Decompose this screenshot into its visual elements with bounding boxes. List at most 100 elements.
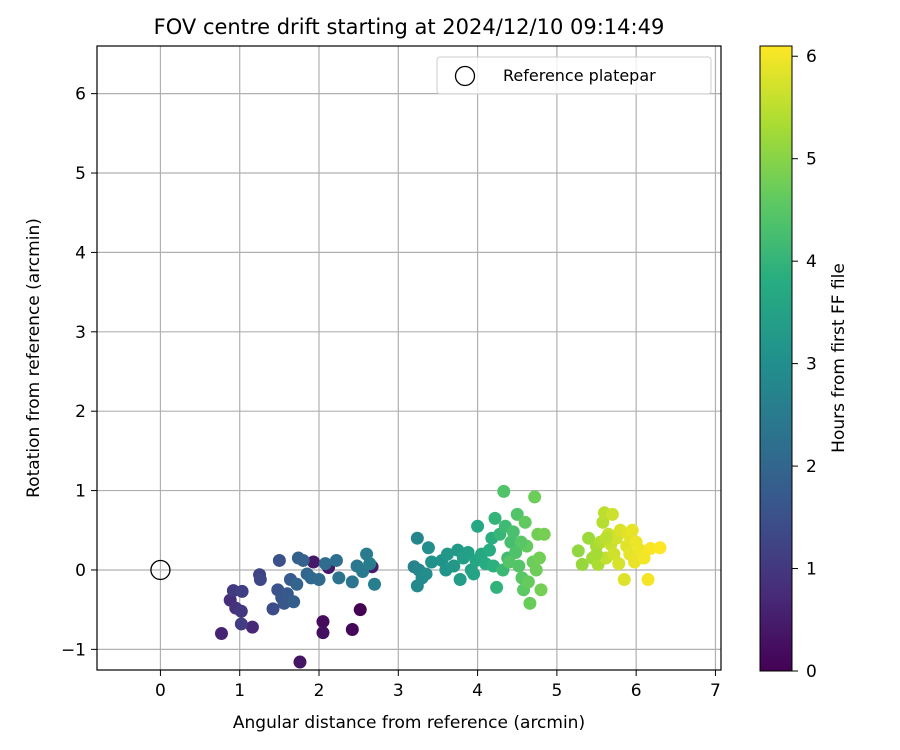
colorbar-frame: [759, 45, 793, 672]
data-point: [245, 620, 259, 634]
data-point: [316, 626, 330, 640]
colorbar: [760, 46, 792, 671]
data-point: [272, 553, 286, 567]
data-point: [534, 583, 548, 597]
data-point: [293, 655, 307, 669]
data-point: [643, 542, 657, 556]
data-point: [641, 572, 655, 586]
data-point: [421, 541, 435, 555]
colorbar-tick-label: 1: [806, 560, 817, 580]
data-point: [529, 563, 543, 577]
data-point: [296, 553, 310, 567]
reference-marker: [150, 559, 171, 581]
data-point: [287, 595, 301, 609]
data-point: [637, 551, 651, 565]
data-point: [316, 615, 330, 629]
data-point: [345, 575, 359, 589]
data-point: [504, 535, 518, 549]
x-tick-label: 6: [631, 681, 642, 701]
data-point: [506, 525, 520, 539]
colorbar-tick-label: 4: [806, 252, 817, 272]
x-axis-label: Angular distance from reference (arcmin): [233, 713, 585, 733]
legend-box: [436, 56, 712, 95]
x-axis-ticks: 0 1 2 3 4 5 6 7: [155, 670, 721, 701]
data-point: [368, 577, 382, 591]
data-point: [353, 603, 367, 617]
data-point: [318, 557, 332, 571]
x-tick-label: 4: [472, 681, 483, 701]
y-tick-label: 4: [75, 243, 86, 263]
data-point: [234, 604, 248, 618]
colorbar-tick-label: 6: [806, 47, 817, 67]
x-tick-label: 1: [234, 681, 245, 701]
data-point: [332, 571, 346, 585]
y-tick-label: 0: [75, 561, 86, 581]
colorbar-label: Hours from first FF file: [829, 263, 849, 453]
data-point: [235, 584, 249, 598]
data-point: [410, 531, 424, 545]
data-point: [612, 557, 626, 571]
data-point: [329, 553, 343, 567]
colorbar-tick-label: 5: [806, 150, 817, 170]
y-axis-label: Rotation from reference (arcmin): [24, 218, 44, 498]
colorbar-ticks: 0 1 2 3 4 5 6: [792, 47, 817, 682]
data-point: [509, 546, 523, 560]
chart-title: FOV centre drift starting at 2024/12/10 …: [154, 15, 665, 39]
data-point: [571, 544, 585, 558]
x-tick-label: 2: [314, 681, 325, 701]
legend-label: Reference platepar: [503, 66, 656, 85]
data-point: [537, 527, 551, 541]
x-tick-label: 3: [393, 681, 404, 701]
legend-open-circle-icon: [454, 65, 476, 87]
x-tick-label: 5: [551, 681, 562, 701]
data-point: [490, 580, 504, 594]
data-point: [440, 547, 454, 561]
data-point: [518, 515, 532, 529]
y-tick-label: 1: [75, 482, 86, 502]
data-point: [234, 617, 248, 631]
y-tick-label: 2: [75, 402, 86, 422]
data-point: [528, 490, 542, 504]
data-point: [514, 535, 528, 549]
x-tick-label: 0: [155, 681, 166, 701]
data-point: [590, 547, 604, 561]
data-point: [582, 531, 596, 545]
y-tick-label: 6: [75, 85, 86, 105]
data-point: [575, 557, 589, 571]
data-point: [488, 511, 502, 525]
x-tick-label: 7: [710, 681, 721, 701]
data-point: [461, 546, 475, 560]
data-point: [521, 575, 535, 589]
grid: [97, 46, 721, 670]
data-point: [345, 623, 359, 637]
data-point: [363, 557, 377, 571]
data-point: [502, 555, 516, 569]
data-point: [214, 626, 228, 640]
legend: Reference platepar: [436, 56, 712, 95]
data-point: [497, 484, 511, 498]
data-point: [419, 567, 433, 581]
plot-frame: [96, 45, 722, 671]
data-point: [599, 531, 613, 545]
colorbar-tick-label: 2: [806, 457, 817, 477]
data-point: [471, 519, 485, 533]
y-tick-label: 5: [75, 164, 86, 184]
data-point: [290, 577, 304, 591]
colorbar-tick-label: 3: [806, 355, 817, 375]
data-point: [523, 596, 537, 610]
y-axis-ticks: −1 0 1 2 3 4 5 6: [61, 85, 97, 660]
data-point: [253, 572, 267, 586]
data-point: [625, 523, 639, 537]
y-tick-label: −1: [61, 640, 86, 660]
data-point: [532, 551, 546, 565]
data-point: [653, 541, 667, 555]
y-tick-label: 3: [75, 323, 86, 343]
data-point: [453, 572, 467, 586]
data-point: [312, 572, 326, 586]
data-point: [482, 543, 496, 557]
data-point: [617, 572, 631, 586]
data-point: [306, 555, 320, 569]
colorbar-tick-label: 0: [806, 662, 817, 682]
data-points: [214, 484, 667, 669]
